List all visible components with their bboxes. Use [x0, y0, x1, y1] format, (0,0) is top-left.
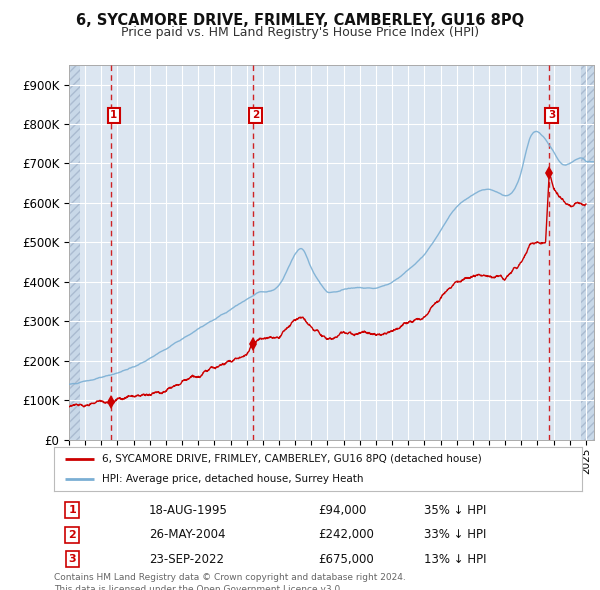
Text: 33% ↓ HPI: 33% ↓ HPI	[424, 528, 486, 541]
Text: 1: 1	[68, 506, 76, 515]
Text: 2: 2	[252, 110, 259, 120]
Text: £94,000: £94,000	[318, 504, 367, 517]
Bar	[69, 65, 80, 440]
Text: 2: 2	[68, 530, 76, 540]
Text: Price paid vs. HM Land Registry's House Price Index (HPI): Price paid vs. HM Land Registry's House …	[121, 26, 479, 39]
Text: 35% ↓ HPI: 35% ↓ HPI	[424, 504, 486, 517]
Text: 18-AUG-1995: 18-AUG-1995	[149, 504, 228, 517]
Text: 3: 3	[548, 110, 556, 120]
Text: £242,000: £242,000	[318, 528, 374, 541]
Text: 13% ↓ HPI: 13% ↓ HPI	[424, 552, 486, 566]
Text: 1: 1	[110, 110, 118, 120]
Text: 26-MAY-2004: 26-MAY-2004	[149, 528, 226, 541]
Bar	[581, 65, 597, 440]
Text: Contains HM Land Registry data © Crown copyright and database right 2024.
This d: Contains HM Land Registry data © Crown c…	[54, 573, 406, 590]
Text: HPI: Average price, detached house, Surrey Heath: HPI: Average price, detached house, Surr…	[101, 474, 363, 484]
Text: 23-SEP-2022: 23-SEP-2022	[149, 552, 224, 566]
Text: £675,000: £675,000	[318, 552, 374, 566]
Text: 6, SYCAMORE DRIVE, FRIMLEY, CAMBERLEY, GU16 8PQ: 6, SYCAMORE DRIVE, FRIMLEY, CAMBERLEY, G…	[76, 13, 524, 28]
Text: 6, SYCAMORE DRIVE, FRIMLEY, CAMBERLEY, GU16 8PQ (detached house): 6, SYCAMORE DRIVE, FRIMLEY, CAMBERLEY, G…	[101, 454, 481, 464]
Text: 3: 3	[68, 554, 76, 564]
